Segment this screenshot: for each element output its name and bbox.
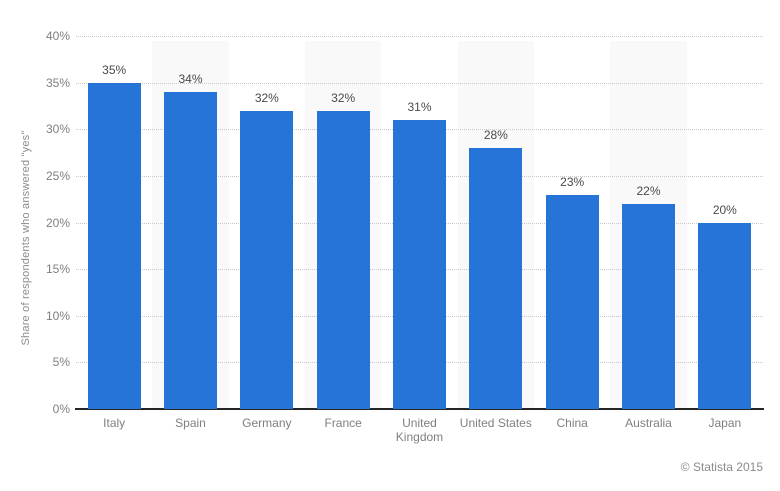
x-category-label: Australia (625, 416, 672, 430)
gridline (76, 83, 763, 84)
x-category-label: United States (459, 416, 532, 430)
y-tick-label: 10% (45, 308, 70, 323)
y-tick-label: 25% (45, 168, 70, 183)
y-tick-label: 30% (45, 122, 70, 137)
bar (393, 119, 446, 409)
gridline (76, 36, 763, 37)
x-category-label: Japan (708, 416, 742, 430)
x-category-label: France (324, 416, 362, 430)
x-category-label: Italy (103, 416, 126, 430)
y-tick-label: 15% (45, 262, 70, 277)
bar-value-label: 22% (636, 183, 661, 198)
x-category-label: China (556, 416, 588, 430)
bar-value-label: 32% (254, 90, 279, 105)
bar-value-label: 31% (407, 99, 432, 114)
bar-value-label: 35% (102, 62, 127, 77)
bar (164, 91, 217, 409)
bar (469, 147, 523, 409)
bar (316, 110, 370, 409)
y-tick-label: 5% (52, 355, 70, 370)
bar-value-label: 32% (331, 90, 356, 105)
bar (87, 82, 141, 409)
y-tick-label: 35% (45, 75, 70, 90)
x-category-label: Spain (175, 416, 206, 430)
y-tick-label: 0% (52, 402, 70, 416)
bar-value-label: 20% (712, 202, 737, 217)
x-axis-line (75, 408, 764, 410)
x-category-label: Germany (242, 416, 292, 430)
bar (622, 203, 675, 409)
bar (698, 222, 752, 409)
bar-value-label: 34% (178, 71, 203, 86)
bar (240, 110, 294, 409)
bar-value-label: 28% (483, 127, 508, 142)
bar-value-label: 23% (560, 174, 585, 189)
y-tick-label: 20% (45, 215, 70, 230)
statista-credit: © Statista 2015 (680, 460, 763, 474)
y-tick-label: 40% (45, 29, 70, 43)
bar (545, 194, 599, 409)
x-category-label: United Kingdom (395, 416, 444, 444)
